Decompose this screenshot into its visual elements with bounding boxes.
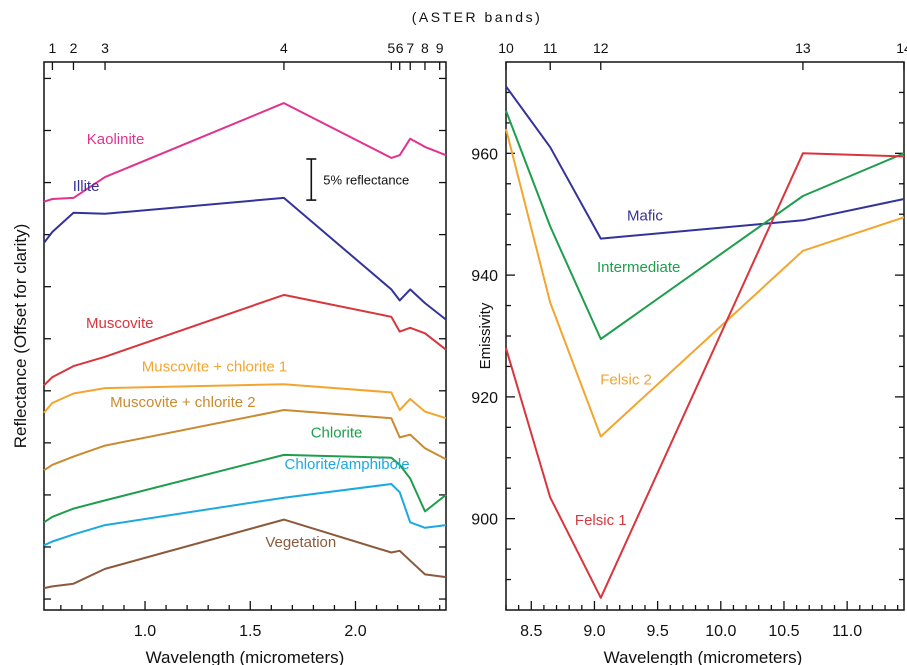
illite-label: Illite xyxy=(73,178,100,195)
emissivity-y-tick-label: 940 xyxy=(471,268,498,285)
muscovite-chlorite-2-line xyxy=(43,409,447,472)
felsic-1-label: Felsic 1 xyxy=(575,512,627,529)
reflectance-series xyxy=(43,102,447,590)
reflectance-band-label: 1 xyxy=(49,40,57,56)
reflectance-band-label: 8 xyxy=(421,40,429,56)
kaolinite-line xyxy=(43,102,447,203)
vegetation-label: Vegetation xyxy=(265,534,336,551)
chlorite-label: Chlorite xyxy=(311,424,363,441)
felsic-2-label: Felsic 2 xyxy=(600,372,652,389)
scale-bar-label: 5% reflectance xyxy=(323,173,409,188)
muscovite-line xyxy=(43,293,447,387)
reflectance-x-axis-label: Wavelength (micrometers) xyxy=(146,648,345,665)
emissivity-y-axis-label: Emissivity xyxy=(477,302,494,369)
kaolinite-label: Kaolinite xyxy=(87,131,145,148)
mafic-line xyxy=(505,85,905,240)
intermediate-line xyxy=(505,110,905,340)
emissivity-x-tick-label: 9.0 xyxy=(583,623,605,640)
emissivity-band-axis: 10 11 12 13 14 xyxy=(498,40,907,70)
muscovite-chlorite-1-label: Muscovite + chlorite 1 xyxy=(142,359,287,376)
felsic-2-line xyxy=(505,128,905,438)
reflectance-series-labels: Kaolinite Illite Muscovite Muscovite + chlo… xyxy=(73,131,410,551)
reflectance-band-label: 7 xyxy=(406,40,414,56)
emissivity-x-tick-label: 11.0 xyxy=(832,623,862,640)
chlorite-amphibole-line xyxy=(43,483,447,547)
chlorite-amphibole-label: Chlorite/amphibole xyxy=(285,456,410,473)
reflectance-x-tick-label: 1.0 xyxy=(134,623,156,640)
emissivity-band-label: 10 xyxy=(498,40,514,56)
muscovite-label: Muscovite xyxy=(86,315,154,332)
reflectance-band-label: 5 xyxy=(387,40,395,56)
reflectance-plot-frame xyxy=(43,61,447,611)
chlorite-line xyxy=(43,453,447,524)
aster-bands-title: (ASTER bands) xyxy=(412,9,543,25)
emissivity-series xyxy=(505,85,905,599)
emissivity-y-tick-label: 920 xyxy=(471,390,498,407)
muscovite-chlorite-2-label: Muscovite + chlorite 2 xyxy=(110,394,255,411)
emissivity-y-tick-label: 900 xyxy=(471,512,498,529)
emissivity-panel: 1011121314 8.59.09.510.010.511.0 9009209… xyxy=(471,40,907,665)
reflectance-band-label: 9 xyxy=(436,40,444,56)
reflectance-y-ticks xyxy=(44,77,446,600)
reflectance-band-label: 4 xyxy=(280,40,288,56)
emissivity-x-tick-label: 10.5 xyxy=(768,623,799,640)
emissivity-x-axis: 8.5 9.0 9.5 10.0 10.5 11.0 xyxy=(505,601,899,640)
muscovite-chlorite-1-line xyxy=(43,383,447,420)
reflectance-scale-bar: 5% reflectance xyxy=(306,158,409,201)
emissivity-y-axis: 900 920 940 960 xyxy=(471,91,904,581)
reflectance-band-label: 6 xyxy=(396,40,404,56)
emissivity-band-label: 11 xyxy=(543,40,558,56)
emissivity-x-tick-label: 10.0 xyxy=(705,623,736,640)
emissivity-band-label: 14 xyxy=(896,40,907,56)
reflectance-band-label: 3 xyxy=(101,40,109,56)
emissivity-y-tick-label: 960 xyxy=(471,146,498,163)
emissivity-x-tick-label: 8.5 xyxy=(520,623,542,640)
intermediate-label: Intermediate xyxy=(597,259,680,276)
emissivity-x-tick-label: 9.5 xyxy=(646,623,668,640)
reflectance-y-axis-label: Reflectance (Offset for clarity) xyxy=(11,224,30,449)
emissivity-x-axis-label: Wavelength (micrometers) xyxy=(604,648,803,665)
emissivity-band-label: 13 xyxy=(795,40,811,56)
reflectance-band-label: 2 xyxy=(70,40,78,56)
emissivity-band-label: 12 xyxy=(593,40,609,56)
emissivity-series-labels: Mafic Intermediate Felsic 2 Felsic 1 xyxy=(575,207,680,528)
illite-line xyxy=(43,196,447,321)
vegetation-line xyxy=(43,518,447,590)
reflectance-x-axis: 1.0 1.5 2.0 xyxy=(60,601,441,640)
reflectance-x-tick-label: 1.5 xyxy=(239,623,261,640)
felsic-1-line xyxy=(505,152,905,599)
mafic-label: Mafic xyxy=(627,207,663,224)
reflectance-x-tick-label: 2.0 xyxy=(344,623,366,640)
